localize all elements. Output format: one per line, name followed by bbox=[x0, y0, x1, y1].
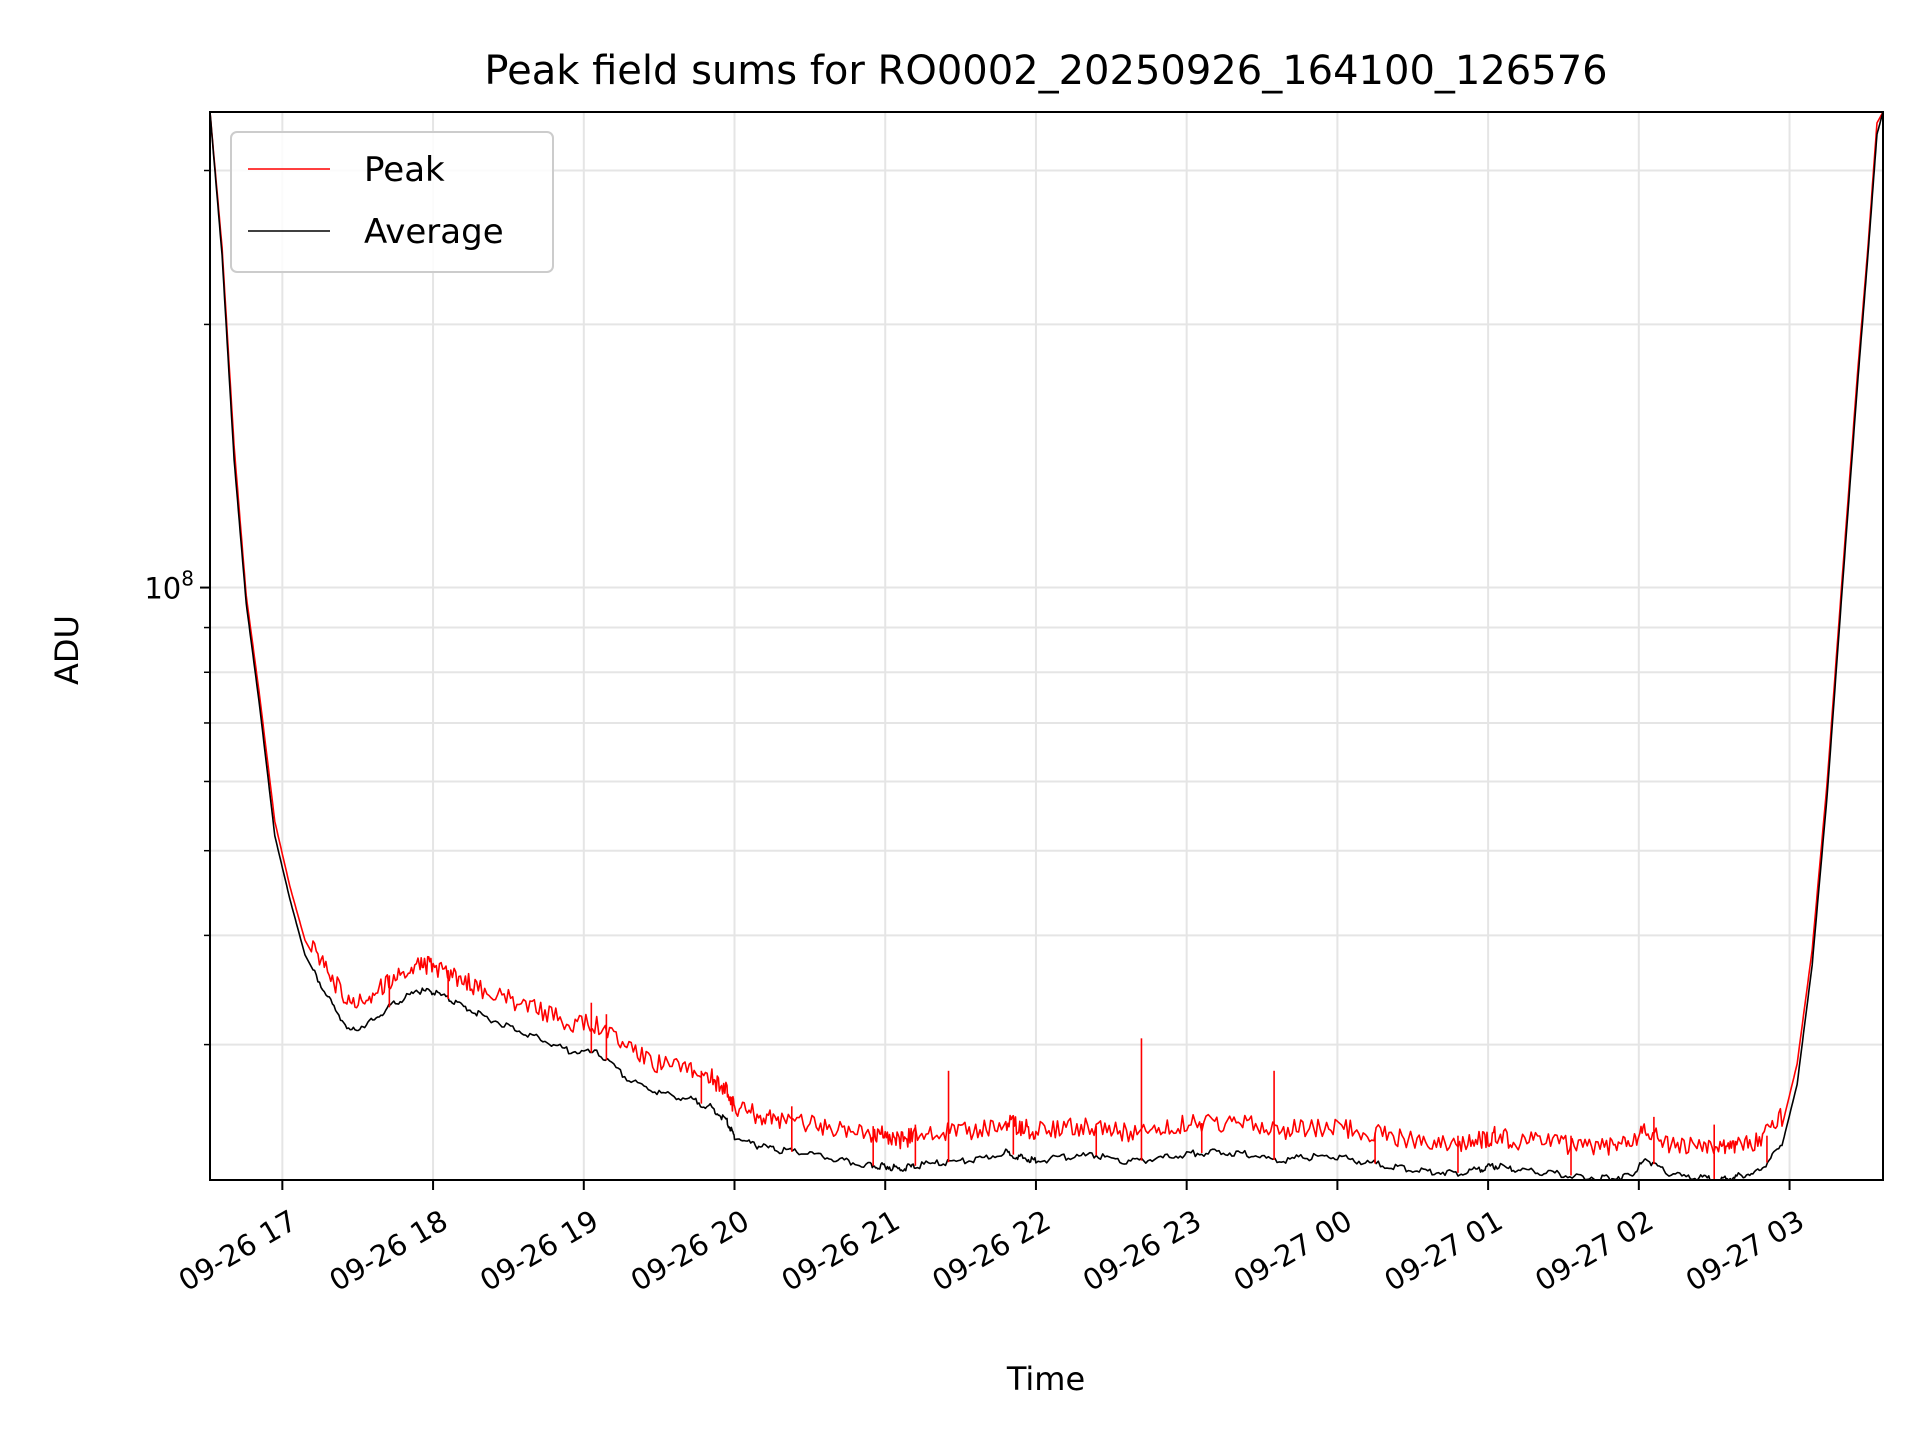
legend-label-peak: Peak bbox=[364, 150, 445, 190]
y-tick-label-base: 10 bbox=[144, 572, 181, 606]
y-tick-label-exponent: 8 bbox=[181, 567, 194, 591]
x-axis-label: Time bbox=[1006, 1360, 1085, 1398]
series-line-average bbox=[210, 112, 1883, 1180]
y-axis-label: ADU bbox=[48, 615, 86, 685]
y-axis-ticks: 108 bbox=[144, 169, 210, 1046]
grid-lines bbox=[210, 112, 1883, 1180]
legend-box bbox=[230, 131, 554, 273]
legend-label-average: Average bbox=[364, 212, 504, 252]
plot-frame bbox=[209, 111, 1884, 1181]
y-tick-label: 108 bbox=[144, 567, 194, 606]
series-line-peak bbox=[210, 112, 1883, 1156]
chart-title: Peak field sums for RO0002_20250926_1641… bbox=[484, 48, 1607, 94]
legend: Peak Average bbox=[230, 131, 554, 273]
series-layer bbox=[210, 112, 1883, 1180]
